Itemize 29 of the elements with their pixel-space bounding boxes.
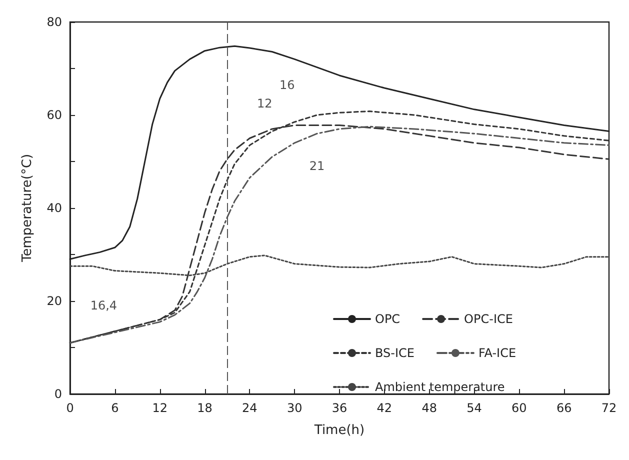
legend-label: Ambient temperature	[375, 380, 505, 394]
annotation: 21	[309, 159, 325, 174]
x-tick-label: 36	[332, 401, 348, 415]
x-tick-label: 60	[512, 401, 527, 415]
legend-label: OPC-ICE	[464, 312, 513, 326]
x-tick-label: 0	[66, 401, 74, 415]
x-tick-label: 72	[601, 401, 617, 415]
x-tick-label: 54	[466, 401, 482, 415]
annotation: 16,4	[90, 298, 118, 313]
y-tick-label: 40	[46, 201, 62, 215]
x-tick-label: 30	[286, 401, 302, 415]
x-tick-label: 24	[242, 401, 258, 415]
x-tick-label: 48	[422, 401, 437, 415]
legend-label: BS-ICE	[375, 346, 414, 360]
legend-label: OPC	[375, 312, 400, 326]
y-tick-label: 60	[46, 108, 62, 122]
x-tick-label: 12	[152, 401, 168, 415]
x-tick-label: 42	[376, 401, 392, 415]
y-tick-label: 80	[46, 15, 62, 29]
x-axis-title: Time(h)	[313, 423, 365, 438]
legend-label: FA-ICE	[478, 346, 516, 360]
y-axis-title: Temperature(°C)	[20, 154, 35, 264]
annotation: 16	[279, 78, 295, 92]
x-tick-label: 6	[111, 401, 119, 415]
y-tick-label: 20	[46, 294, 62, 308]
y-tick-label: 0	[54, 387, 62, 401]
x-tick-label: 66	[556, 401, 572, 415]
annotation: 12	[257, 96, 272, 110]
x-tick-label: 18	[197, 401, 212, 415]
